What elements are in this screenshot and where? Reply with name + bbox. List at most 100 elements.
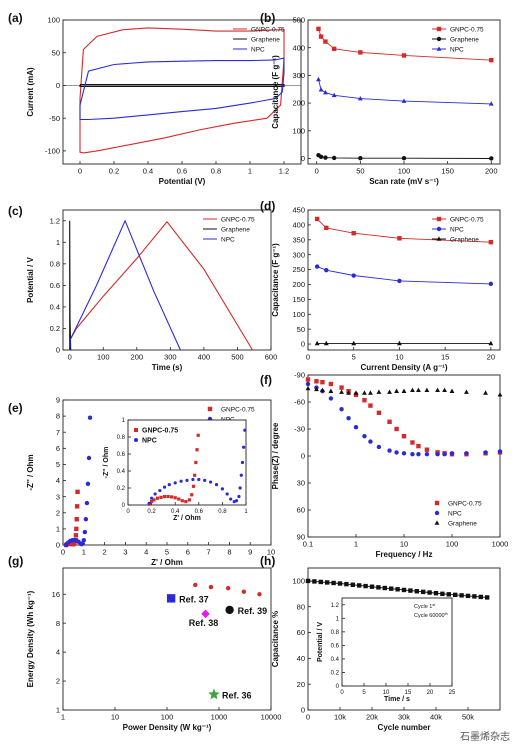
data-point	[162, 494, 167, 499]
data-point	[312, 579, 317, 584]
data-point	[314, 340, 320, 346]
data-point	[81, 537, 87, 543]
x-tick-label: 15	[441, 353, 449, 362]
data-point	[397, 278, 402, 284]
x-tick-label: 15	[405, 690, 412, 696]
data-point	[323, 89, 328, 95]
legend-label: NPC	[221, 236, 235, 243]
series-graphene	[316, 152, 494, 161]
data-point	[489, 156, 494, 161]
y-tick-label: 400	[292, 43, 305, 52]
x-tick-label: 300	[164, 353, 177, 362]
y-tick-label: 2	[56, 677, 60, 686]
data-point	[472, 594, 477, 599]
data-point	[436, 216, 442, 222]
legend-label: Cycle 1st	[414, 603, 436, 610]
data-point	[331, 155, 337, 161]
data-point	[173, 481, 177, 485]
legend-label: Cycle 60000th	[414, 612, 448, 619]
reference-point: Ref. 38	[189, 609, 219, 628]
series-line	[69, 219, 181, 351]
data-point	[376, 410, 382, 415]
data-point	[328, 381, 334, 387]
y-tick-label: 0.6	[117, 452, 126, 458]
data-point	[173, 496, 177, 500]
y-tick-label: 0.4	[50, 303, 60, 312]
data-point	[179, 479, 183, 483]
plot-frame	[307, 374, 501, 538]
data-point	[433, 590, 439, 596]
x-tick-label: 0	[340, 690, 344, 696]
reference-label: Ref. 38	[189, 618, 219, 628]
data-point	[75, 489, 80, 495]
y-tick-label: 1.2	[331, 603, 340, 609]
data-point	[376, 585, 381, 590]
x-tick-label: 100	[97, 353, 110, 362]
x-axis-label: Z' / Ohm	[151, 558, 183, 567]
series-gnpc-0-75	[314, 216, 494, 245]
x-tick-label: 0	[306, 353, 310, 362]
data-point	[225, 605, 234, 615]
x-tick-label: 0	[315, 167, 319, 176]
data-point	[74, 526, 79, 532]
x-tick-label: 10000	[261, 713, 282, 722]
y-tick-label: 0	[301, 154, 305, 163]
data-point	[150, 496, 154, 500]
y-tick-label: 0	[56, 81, 60, 90]
data-point	[220, 487, 224, 491]
y-tick-label: 0.8	[331, 630, 340, 636]
data-point	[152, 498, 156, 502]
y-tick-label: 60	[297, 506, 305, 515]
legend-label: GNPC-0.75	[450, 216, 484, 223]
y-axis-label: Potential / V	[26, 256, 35, 302]
x-axis-label: Time (s)	[152, 363, 183, 372]
y-tick-label: 400	[292, 221, 305, 230]
y-tick-label: 0.4	[117, 469, 126, 475]
data-point	[203, 478, 207, 482]
data-point	[201, 609, 210, 619]
y-tick-label: 6	[56, 444, 60, 453]
series-line	[79, 83, 285, 87]
data-point	[434, 520, 440, 525]
data-point	[369, 584, 375, 589]
y-tick-label: 100	[292, 577, 305, 586]
data-point	[323, 155, 328, 160]
data-point	[305, 578, 311, 584]
data-point	[435, 387, 440, 393]
data-point	[159, 495, 163, 499]
data-point	[376, 389, 382, 394]
x-tick-label: 1	[82, 548, 86, 557]
data-point	[74, 517, 79, 522]
data-point	[177, 497, 181, 501]
x-axis-label: Power Density (W kg⁻¹)	[123, 723, 212, 732]
y-tick-label: 4	[56, 648, 60, 657]
x-tick-label: 0.6	[177, 167, 187, 176]
y-tick-label: 1	[56, 706, 60, 715]
data-point	[83, 517, 89, 522]
data-point	[314, 379, 319, 384]
y-tick-label: 200	[292, 280, 305, 289]
series-npc	[63, 415, 93, 548]
y-tick-label: -100	[45, 147, 60, 156]
data-point	[358, 155, 363, 161]
legend: GNPC-0.75 Graphene NPC	[203, 216, 255, 243]
legend: Cycle 1st Cycle 60000th	[414, 603, 448, 619]
chart-panel-3: (d)0 5 10 15 20050100150200250300350400450GN…	[260, 199, 501, 372]
data-point	[316, 76, 321, 82]
series-npc	[314, 264, 494, 287]
data-point	[436, 226, 442, 232]
x-tick-label: 0.6	[195, 509, 204, 515]
data-point	[459, 593, 464, 598]
data-point	[257, 592, 262, 597]
data-point	[339, 385, 344, 390]
inset-y-axis-label: Potential / V	[317, 622, 324, 662]
y-tick-label: 3	[56, 492, 60, 501]
x-axis-label: Potential (V)	[159, 177, 206, 186]
data-point	[318, 87, 324, 92]
y-tick-label: 0.8	[50, 259, 60, 268]
inset-y-axis-label: -Z'' / Ohm	[103, 447, 110, 479]
legend-label: GNPC-0.75	[450, 26, 484, 33]
y-tick-label: 9	[56, 396, 60, 405]
x-tick-label: 1000	[211, 713, 228, 722]
data-point	[440, 591, 445, 597]
